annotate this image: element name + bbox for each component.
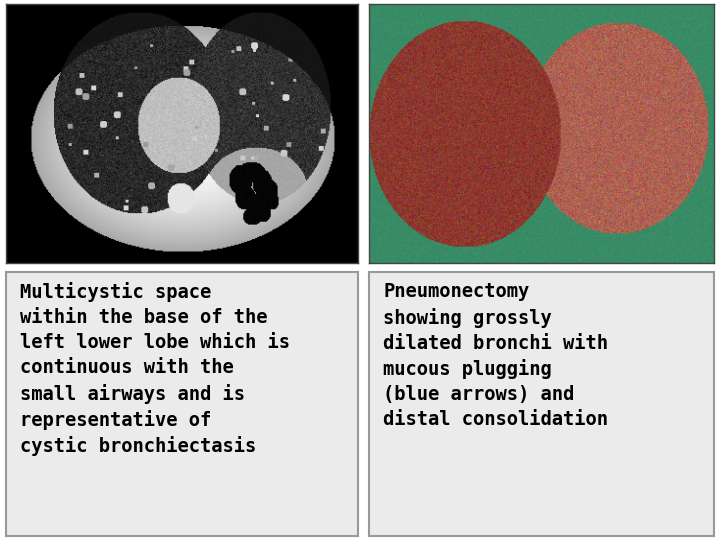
Text: Multicystic space
within the base of the
left lower lobe which is
continuous wit: Multicystic space within the base of the… <box>20 282 290 456</box>
Text: Pneumonectomy
showing grossly
dilated bronchi with
mucous plugging
(blue arrows): Pneumonectomy showing grossly dilated br… <box>383 282 608 429</box>
